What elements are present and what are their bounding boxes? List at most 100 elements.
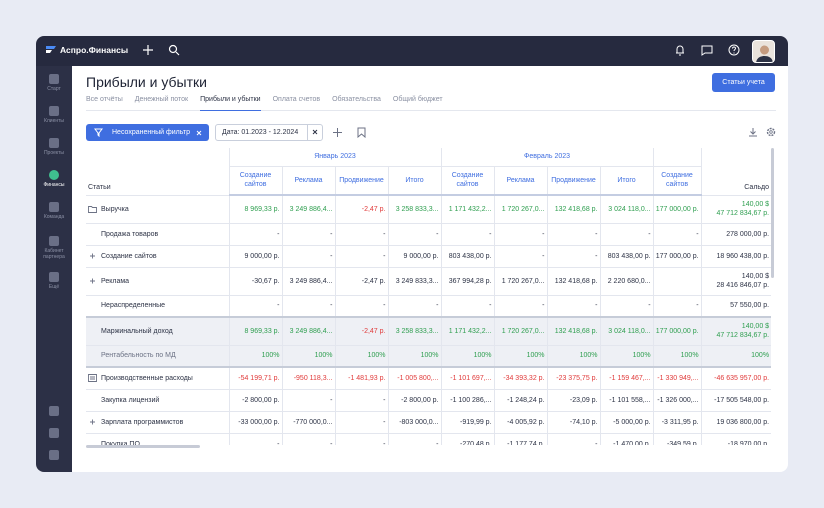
- table-row: Закупка лицензий -2 800,00 р. - - -2 800,00 …: [86, 389, 771, 412]
- column-header: Реклама: [281, 166, 335, 196]
- cell: 8 969,33 р.: [228, 316, 282, 346]
- table-row: Реклама -30,67 р. 3 249 886,4... -2,47 р. 3 …: [86, 267, 771, 296]
- brand-name: Аспро.Финансы: [60, 45, 129, 55]
- report-table: Статьи Январь 2023 Февраль 2023 Сальдо Созда…: [86, 148, 771, 445]
- help-icon[interactable]: [728, 44, 740, 56]
- column-header: Итого: [599, 166, 654, 196]
- sidebar-tool-icon[interactable]: [49, 406, 59, 416]
- cell: 2 220 680,0...: [599, 267, 654, 296]
- row-label-text: Нераспределенные: [101, 302, 166, 310]
- sidebar-item[interactable]: Ещё: [36, 272, 72, 290]
- cell: 8 969,33 р.: [228, 195, 282, 224]
- cell: -4 005,92 р.: [493, 411, 548, 434]
- sidebar-item[interactable]: Команда: [36, 202, 72, 220]
- cell: -: [599, 295, 654, 318]
- tab[interactable]: Общий бюджет: [392, 96, 443, 103]
- table-row: Продажа товаров - - - - - - - - -278 000,00 р.: [86, 223, 771, 246]
- row-label: Реклама: [86, 267, 229, 296]
- expand-icon[interactable]: [88, 418, 97, 426]
- table-row: Выручка 8 969,33 р. 3 249 886,4... -2,47 р.…: [86, 195, 771, 224]
- table-body: Выручка 8 969,33 р. 3 249 886,4... -2,47 р.…: [86, 195, 771, 445]
- cell: 3 249 886,4...: [281, 195, 335, 224]
- tab[interactable]: Прибыли и убытки: [200, 96, 261, 111]
- tab[interactable]: Обязательства: [332, 96, 381, 103]
- bell-icon[interactable]: [674, 44, 686, 56]
- tab[interactable]: Оплата счетов: [272, 96, 321, 103]
- search-icon[interactable]: [168, 44, 180, 56]
- cell: -: [493, 245, 548, 268]
- expand-icon[interactable]: [88, 252, 97, 260]
- column-header: Создание сайтов: [228, 166, 282, 196]
- add-icon[interactable]: [142, 44, 154, 56]
- cell: 100%: [387, 345, 442, 368]
- cell: -1 481,93 р.: [334, 366, 388, 390]
- date-clear[interactable]: [307, 125, 322, 140]
- saldo-value: 47 712 834,67 р.: [716, 332, 770, 340]
- sidebar-icon: [49, 170, 59, 180]
- tabs: Все отчёты Денежный поток Прибыли и убытки…: [86, 96, 776, 111]
- sidebar-item[interactable]: Проекты: [36, 138, 72, 156]
- sidebar-item[interactable]: Старт: [36, 74, 72, 92]
- cell: 3 249 886,4...: [281, 316, 335, 346]
- vertical-scrollbar[interactable]: [771, 148, 774, 278]
- page-title: Прибыли и убытки: [86, 74, 207, 90]
- download-icon[interactable]: [748, 127, 758, 137]
- row-label: Закупка лицензий: [86, 389, 229, 412]
- close-icon[interactable]: [196, 130, 202, 136]
- cell: -: [546, 223, 601, 246]
- sidebar-item[interactable]: Кабинет партнера: [36, 236, 72, 260]
- cell: -803 000,0...: [387, 411, 442, 434]
- avatar-image: [756, 45, 773, 62]
- horizontal-scrollbar[interactable]: [86, 445, 200, 448]
- cell: 3 258 833,3...: [387, 195, 442, 224]
- sidebar-label: Команда: [43, 214, 65, 220]
- filter-button[interactable]: Несохраненный фильтр: [86, 124, 209, 141]
- table-row: Зарплата программистов -33 000,00 р. -770 …: [86, 411, 771, 434]
- table-row: Рентабельность по МД 100% 100% 100% 100% 100%…: [86, 345, 771, 368]
- chat-icon[interactable]: [701, 44, 713, 56]
- row-label: Продажа товаров: [86, 223, 229, 246]
- close-icon: [312, 129, 318, 135]
- cell: 3 024 118,0...: [599, 195, 654, 224]
- cell: -770 000,0...: [281, 411, 335, 434]
- accounts-button[interactable]: Статьи учета: [712, 73, 775, 92]
- sidebar-item[interactable]: Финансы: [36, 170, 72, 188]
- cell: -1 100 286,...: [440, 389, 495, 412]
- cell: -: [281, 245, 335, 268]
- avatar[interactable]: [752, 40, 775, 63]
- cell: 803 438,00 р.: [599, 245, 654, 268]
- tab[interactable]: Все отчёты: [86, 96, 123, 103]
- cell: 9 000,00 р.: [228, 245, 282, 268]
- sidebar-tool-icon[interactable]: [49, 428, 59, 438]
- saldo-cell: 18 960 438,00 р.: [700, 245, 771, 268]
- cell: 132 418,68 р.: [546, 316, 601, 346]
- saldo-cell: 140,00 $47 712 834,67 р.: [700, 316, 771, 346]
- cell: -: [493, 295, 548, 318]
- cell: -1 470,00 р.: [599, 433, 654, 445]
- cell: -: [281, 223, 335, 246]
- bookmark-icon[interactable]: [357, 127, 366, 138]
- cell: -1 101 697,...: [440, 366, 495, 390]
- brand[interactable]: Аспро.Финансы: [46, 45, 128, 55]
- sidebar-item[interactable]: Клиенты: [36, 106, 72, 124]
- row-header: Статьи: [86, 148, 229, 196]
- saldo-header: Сальдо: [700, 148, 771, 196]
- cell: -33 000,00 р.: [228, 411, 282, 434]
- settings-icon[interactable]: [766, 127, 776, 137]
- column-header: Создание сайтов: [652, 166, 702, 196]
- tab[interactable]: Денежный поток: [134, 96, 189, 103]
- date-filter[interactable]: Дата: 01.2023 - 12.2024: [215, 124, 323, 141]
- sidebar-icon: [49, 138, 59, 148]
- expand-icon[interactable]: [88, 277, 97, 285]
- sidebar-label: Финансы: [43, 182, 65, 188]
- table-head: Статьи Январь 2023 Февраль 2023 Сальдо Созда…: [86, 148, 771, 196]
- sidebar-icon: [49, 74, 59, 84]
- table-row: Маржинальный доход 8 969,33 р. 3 249 886,4…: [86, 316, 771, 346]
- cell: 132 418,68 р.: [546, 195, 601, 224]
- cell: 132 418,68 р.: [546, 267, 601, 296]
- add-filter-icon[interactable]: [332, 127, 343, 138]
- sidebar-tool-icon[interactable]: [49, 450, 59, 460]
- saldo-value: 47 712 834,67 р.: [716, 210, 770, 217]
